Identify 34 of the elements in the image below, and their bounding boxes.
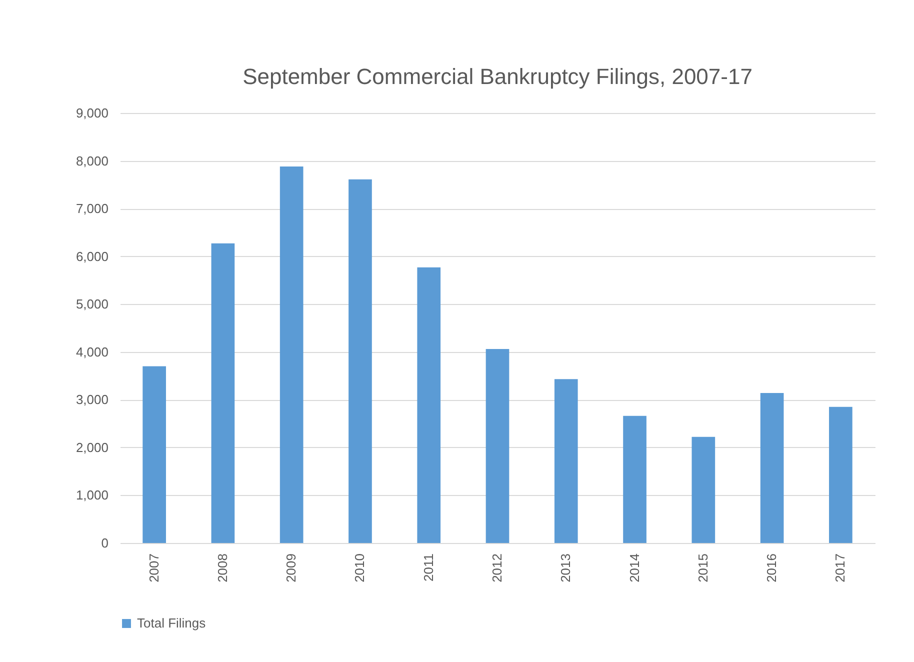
y-tick-label: 5,000 bbox=[76, 296, 108, 312]
bar bbox=[417, 267, 441, 543]
x-tick-label: 2015 bbox=[695, 554, 710, 582]
chart-title: September Commercial Bankruptcy Filings, 2007-17 bbox=[242, 64, 752, 89]
x-tick-label: 2007 bbox=[146, 554, 162, 582]
legend-label: Total Filings bbox=[137, 616, 206, 630]
bar bbox=[760, 392, 784, 543]
y-tick-label: 2,000 bbox=[76, 440, 108, 455]
y-tick-label: 1,000 bbox=[76, 488, 108, 503]
bar bbox=[348, 179, 372, 543]
bar bbox=[486, 349, 510, 543]
y-tick-label: 8,000 bbox=[76, 153, 108, 168]
x-tick-label: 2013 bbox=[558, 554, 574, 582]
bar bbox=[211, 243, 235, 543]
bar bbox=[554, 379, 578, 543]
x-tick-label: 2010 bbox=[352, 554, 368, 582]
bar bbox=[142, 366, 166, 543]
bar bbox=[692, 436, 716, 543]
bar bbox=[829, 406, 852, 543]
x-tick-label: 2011 bbox=[420, 554, 436, 582]
x-tick-label: 2012 bbox=[490, 554, 504, 582]
y-tick-label: 0 bbox=[101, 536, 108, 550]
y-tick-label: 6,000 bbox=[76, 248, 108, 264]
y-tick-label: 4,000 bbox=[76, 344, 108, 360]
x-tick-label: 2009 bbox=[284, 554, 299, 582]
bar bbox=[280, 166, 304, 543]
bar bbox=[623, 416, 646, 543]
x-tick-label: 2008 bbox=[214, 554, 230, 582]
x-tick-label: 2017 bbox=[832, 554, 848, 582]
y-tick-label: 3,000 bbox=[76, 392, 108, 408]
x-tick-label: 2014 bbox=[626, 554, 642, 582]
x-tick-label: 2016 bbox=[764, 554, 780, 582]
y-tick-label: 9,000 bbox=[76, 106, 108, 120]
y-tick-label: 7,000 bbox=[76, 201, 108, 216]
